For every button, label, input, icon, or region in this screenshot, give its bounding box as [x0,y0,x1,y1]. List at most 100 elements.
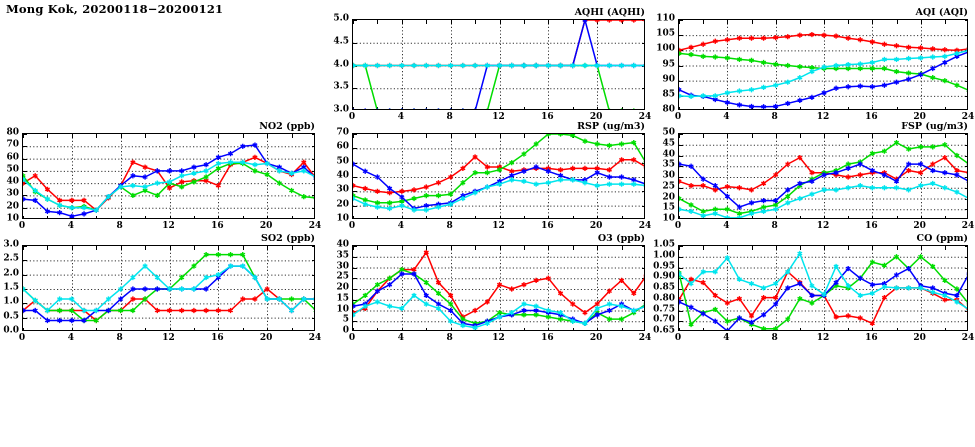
ytick-label-fsp: 15 [662,202,675,213]
figure-title: Mong Kok, 20200118−20200121 [6,2,224,16]
plot-svg-aqi [679,20,967,109]
ytick-label-o3: 5 [342,314,349,325]
xtick-label-no2: 8 [116,221,123,231]
panel-title-aqhi: AQHI (AQHI) [574,7,645,18]
ytick-label-aqhi: 3.0 [333,104,349,115]
ytick-label-rsp: 50 [336,156,349,167]
ytick-label-o3: 35 [336,250,349,261]
xtick-label-aqi: 20 [913,112,926,122]
ytick-label-fsp: 30 [662,170,675,181]
series-aqhi-day2 [353,62,635,109]
plot-svg-o3 [353,246,644,330]
ytick-label-so2: 1.0 [3,296,19,307]
series-so2-day4 [23,263,314,314]
ytick-label-fsp: 20 [662,192,675,202]
xtick-label-co: 24 [961,333,975,343]
ytick-label-co: 0.70 [653,314,675,325]
xtick-label-rsp: 0 [348,221,356,231]
ytick-label-rsp: 10 [336,213,349,224]
ytick-label-co: 0.75 [653,304,675,314]
xtick-label-aqhi: 4 [397,112,404,122]
xtick-label-aqhi: 16 [541,112,554,122]
xtick-label-so2: 4 [67,333,74,343]
xtick-label-fsp: 16 [865,221,878,231]
series-fsp-day4 [679,180,967,218]
plot-area-fsp [678,133,968,219]
ytick-label-co: 0.80 [653,293,675,304]
xtick-label-aqi: 0 [674,112,682,122]
panel-title-no2: NO2 (ppb) [259,121,315,132]
plot-area-so2 [22,245,315,331]
ytick-label-co: 1.05 [653,239,675,250]
ytick-label-rsp: 60 [336,141,349,152]
series-o3-day4 [353,292,644,330]
plot-area-rsp [352,133,645,219]
xtick-label-so2: 20 [259,333,273,343]
xtick-label-aqi: 8 [771,112,778,122]
ytick-label-so2: 2.0 [3,268,19,279]
xtick-label-aqhi: 20 [589,112,603,122]
xtick-label-fsp: 0 [674,221,682,231]
ytick-label-rsp: 20 [336,199,349,210]
ytick-label-aqi: 80 [662,104,675,115]
xtick-label-o3: 20 [589,333,603,343]
series-fsp-day2 [679,140,967,217]
xtick-label-no2: 4 [67,221,74,231]
ytick-label-no2: 50 [6,164,19,175]
xtick-label-aqi: 24 [961,112,975,122]
series-co-day3 [679,265,967,330]
ytick-label-aqhi: 3.5 [333,81,349,92]
ytick-label-no2: 20 [6,201,19,212]
xtick-label-o3: 24 [638,333,652,343]
panel-title-rsp: RSP (ug/m3) [577,121,645,132]
ytick-label-aqi: 85 [662,89,675,100]
plot-svg-aqhi [353,20,644,109]
plot-svg-no2 [23,134,314,218]
ytick-label-so2: 3.0 [3,239,19,250]
xtick-label-no2: 12 [162,221,175,231]
xtick-label-so2: 16 [211,333,224,343]
tickmarks-fsp [679,134,967,218]
tickmarks-aqi [679,20,967,109]
xtick-label-rsp: 20 [589,221,603,231]
panel-fsp: FSP (ug/m3) 10 15 20 25 30 35 40 45 50 0 4 8 12 16 20 24 [662,122,974,231]
ytick-label-no2: 60 [6,152,19,163]
plot-area-o3 [352,245,645,331]
ytick-label-rsp: 70 [336,127,349,138]
xtick-label-aqi: 16 [865,112,878,122]
ytick-label-aqi: 100 [656,43,675,54]
xtick-label-fsp: 8 [771,221,778,231]
xtick-label-co: 20 [913,333,926,343]
xtick-label-so2: 8 [116,333,123,343]
xtick-label-o3: 8 [446,333,453,343]
ytick-label-co: 0.85 [653,282,675,293]
ytick-label-fsp: 25 [662,181,675,192]
ytick-label-no2: 70 [6,139,19,150]
gridlines-aqi [679,20,967,109]
xtick-label-aqhi: 8 [446,112,453,122]
xtick-label-co: 0 [674,333,682,343]
ytick-label-so2: 2.5 [3,253,19,264]
ytick-label-o3: 20 [336,282,349,293]
ytick-label-fsp: 50 [662,127,675,138]
series-aqhi-day1 [353,20,644,69]
plot-svg-rsp [353,134,644,218]
ytick-label-fsp: 45 [662,138,675,149]
ytick-label-no2: 10 [6,213,19,224]
gridlines-rsp [353,134,644,218]
ytick-label-so2: 0.5 [3,311,19,322]
ytick-label-o3: 10 [336,304,349,314]
xtick-label-co: 12 [816,333,830,343]
plot-area-aqhi [352,19,645,110]
series-rsp-day2 [353,134,644,206]
xtick-label-aqhi: 12 [492,112,505,122]
series-aqhi-day4 [353,62,644,69]
panel-no2: NO2 (ppb) 10 20 30 40 50 60 70 80 0 4 8 12 16 20 24 [6,122,321,231]
panel-aqhi: AQHI (AQHI) 3.0 3.5 4.0 4.5 5.0 0 4 8 12 16 20 24 [333,8,651,122]
ytick-label-fsp: 35 [662,159,675,170]
xtick-label-so2: 12 [162,333,175,343]
ytick-label-aqi: 95 [662,59,675,69]
xtick-label-so2: 0 [18,333,26,343]
plot-svg-fsp [679,134,967,218]
